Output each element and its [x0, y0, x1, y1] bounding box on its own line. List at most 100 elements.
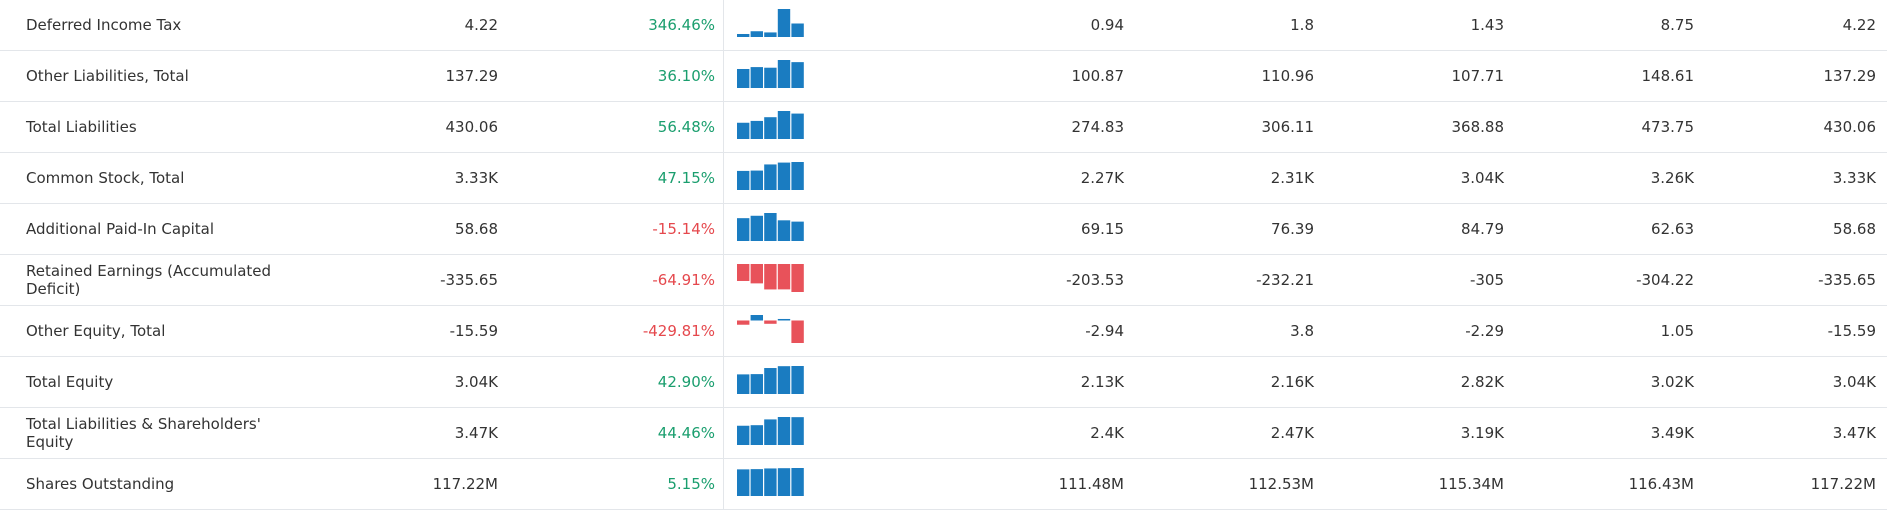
spark-bar [750, 315, 763, 321]
spark-bar [791, 162, 804, 190]
spark-bar [764, 468, 777, 496]
spark-bar [777, 318, 791, 321]
table-row: Total Liabilities 430.06 56.48% 274.83 306.1… [0, 102, 1887, 153]
sparkline [737, 9, 804, 37]
spark-bar [777, 264, 791, 290]
period-value: 116.43M [1628, 475, 1694, 493]
period-value: -232.21 [1256, 271, 1314, 289]
period-value: 3.26K [1650, 169, 1694, 187]
spark-bar [777, 366, 791, 394]
spark-bar [764, 320, 777, 324]
sparkline [737, 468, 804, 496]
spark-bar [791, 113, 804, 139]
period-value: 100.87 [1071, 67, 1125, 85]
period-value: 62.63 [1651, 220, 1694, 238]
period-value: 1.43 [1470, 16, 1504, 34]
period-value: 1.05 [1660, 322, 1694, 340]
period-value: 1.8 [1290, 16, 1314, 34]
sparkline [737, 111, 804, 139]
period-value: 3.49K [1650, 424, 1694, 442]
spark-bar [791, 417, 804, 445]
table-row: Other Liabilities, Total 137.29 36.10% 100.… [0, 51, 1887, 102]
period-value: -15.59 [1827, 322, 1876, 340]
row-label: Other Liabilities, Total [26, 67, 189, 85]
row-label: Additional Paid-In Capital [26, 220, 215, 238]
spark-bar [764, 164, 777, 190]
period-value: 3.8 [1290, 322, 1314, 340]
change-percent: -64.91% [652, 271, 715, 289]
table-row: Deferred Income Tax 4.22 346.46% 0.94 1.8 1.4… [0, 0, 1887, 51]
table-row: Total Equity 3.04K 42.90% 2.13K 2.16K 2.82K 3.… [0, 357, 1887, 408]
spark-bar [791, 366, 804, 394]
period-value: 107.71 [1451, 67, 1505, 85]
change-percent: 5.15% [667, 475, 715, 493]
period-value: 2.4K [1090, 424, 1124, 442]
period-value: -335.65 [1818, 271, 1876, 289]
period-value: 0.94 [1090, 16, 1124, 34]
spark-bar [764, 117, 777, 139]
spark-bar [737, 425, 750, 445]
latest-value: 430.06 [445, 118, 499, 136]
period-value: 2.13K [1080, 373, 1124, 391]
column-separator [723, 0, 724, 510]
spark-bar [764, 419, 777, 445]
table-row: Additional Paid-In Capital 58.68 -15.14% 69… [0, 204, 1887, 255]
period-value: 2.31K [1270, 169, 1314, 187]
period-value: 3.19K [1460, 424, 1504, 442]
period-value: 110.96 [1261, 67, 1315, 85]
spark-bar [737, 33, 750, 37]
sparkline [737, 60, 804, 88]
latest-value: 3.04K [454, 373, 498, 391]
sparkline [737, 162, 804, 190]
spark-bar [750, 120, 763, 139]
spark-bar [777, 468, 791, 496]
period-value: 3.04K [1832, 373, 1876, 391]
latest-value: 58.68 [455, 220, 498, 238]
spark-bar [737, 469, 750, 496]
period-value: 117.22M [1810, 475, 1876, 493]
period-value: -305 [1469, 271, 1504, 289]
period-value: 306.11 [1261, 118, 1315, 136]
period-value: -2.29 [1465, 322, 1504, 340]
period-value: 2.47K [1270, 424, 1314, 442]
spark-bar [750, 425, 763, 445]
row-label: Retained Earnings (Accumulated Deficit) [26, 262, 272, 298]
spark-bar [750, 469, 763, 496]
spark-bar [750, 215, 763, 241]
period-value: 473.75 [1641, 118, 1695, 136]
period-value: 111.48M [1058, 475, 1124, 493]
period-value: 430.06 [1823, 118, 1877, 136]
period-value: -203.53 [1066, 271, 1124, 289]
spark-bar [791, 221, 804, 241]
spark-bar [750, 170, 763, 190]
spark-bar [764, 213, 777, 241]
spark-bar [764, 67, 777, 88]
spark-bar [791, 23, 804, 37]
spark-bar [750, 374, 763, 394]
sparkline [737, 264, 804, 292]
sparkline [737, 417, 804, 445]
table-row: Retained Earnings (Accumulated Deficit) -… [0, 255, 1887, 306]
period-value: 137.29 [1823, 67, 1877, 85]
spark-bar [737, 122, 750, 139]
spark-bar [737, 218, 750, 241]
spark-bar [764, 368, 777, 394]
spark-bar [791, 320, 804, 343]
period-value: 69.15 [1081, 220, 1124, 238]
row-label: Other Equity, Total [26, 322, 166, 340]
period-value: 4.22 [1842, 16, 1876, 34]
spark-bar [777, 9, 791, 37]
period-value: 84.79 [1461, 220, 1504, 238]
spark-bar [737, 264, 750, 281]
spark-bar [737, 374, 750, 394]
row-label: Total Equity [26, 373, 114, 391]
spark-bar [750, 264, 763, 284]
row-label: Common Stock, Total [26, 169, 185, 187]
period-value: 2.27K [1080, 169, 1124, 187]
spark-bar [777, 60, 791, 88]
period-value: 112.53M [1248, 475, 1314, 493]
latest-value: -15.59 [449, 322, 498, 340]
spark-bar [764, 32, 777, 37]
period-value: 274.83 [1071, 118, 1125, 136]
